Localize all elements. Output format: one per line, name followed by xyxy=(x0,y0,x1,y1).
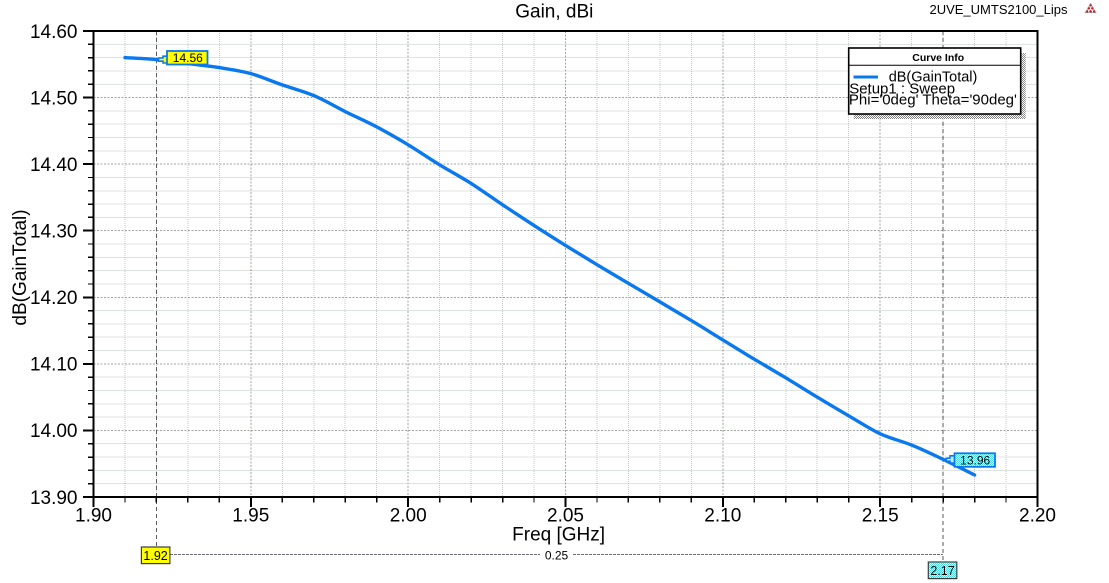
svg-text:2.05: 2.05 xyxy=(547,506,584,527)
svg-text:Gain, dBi: Gain, dBi xyxy=(515,2,593,23)
svg-text:13.90: 13.90 xyxy=(30,488,78,509)
svg-text:2.15: 2.15 xyxy=(862,506,899,527)
svg-text:14.56: 14.56 xyxy=(173,51,203,65)
svg-text:1.95: 1.95 xyxy=(232,506,269,527)
svg-text:14.10: 14.10 xyxy=(30,355,78,376)
svg-text:Freq [GHz]: Freq [GHz] xyxy=(512,525,605,546)
svg-text:14.60: 14.60 xyxy=(30,22,78,43)
svg-text:dB(GainTotal): dB(GainTotal) xyxy=(889,70,978,86)
svg-text:Setup1 : Sweep: Setup1 : Sweep xyxy=(849,80,955,97)
svg-text:14.20: 14.20 xyxy=(30,288,78,309)
svg-text:2UVE_UMTS2100_Lips: 2UVE_UMTS2100_Lips xyxy=(929,2,1068,17)
svg-text:1.92: 1.92 xyxy=(143,549,167,563)
svg-text:2.10: 2.10 xyxy=(704,506,741,527)
svg-text:Phi='0deg' Theta='90deg': Phi='0deg' Theta='90deg' xyxy=(849,92,1017,109)
svg-text:1.90: 1.90 xyxy=(75,506,112,527)
svg-text:14.00: 14.00 xyxy=(30,421,78,442)
svg-text:0.25: 0.25 xyxy=(545,549,569,563)
svg-text:14.50: 14.50 xyxy=(30,88,78,109)
svg-text:2.00: 2.00 xyxy=(390,506,427,527)
svg-text:14.40: 14.40 xyxy=(30,155,78,176)
svg-text:Curve Info: Curve Info xyxy=(912,52,964,64)
svg-text:dB(GainTotal): dB(GainTotal) xyxy=(10,209,31,325)
svg-text:2.20: 2.20 xyxy=(1019,506,1056,527)
svg-text:2.17: 2.17 xyxy=(930,564,954,578)
svg-text:13.96: 13.96 xyxy=(960,453,990,467)
svg-text:14.30: 14.30 xyxy=(30,222,78,243)
